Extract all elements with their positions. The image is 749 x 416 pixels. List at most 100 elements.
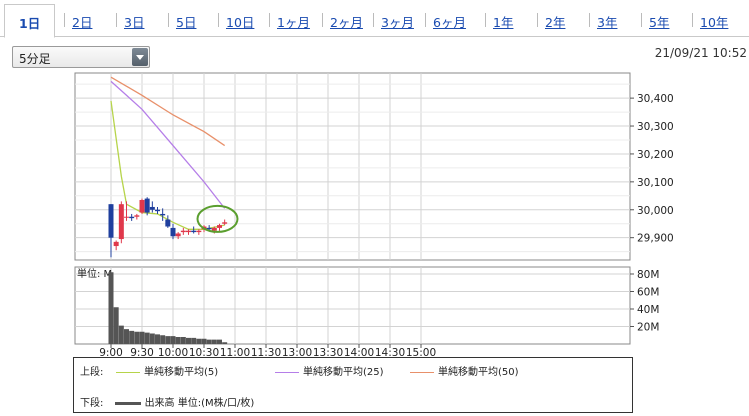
volume-bar xyxy=(186,337,191,344)
period-tab-bar: 1日 2日 3日 5日 10日 1ヶ月 2ヶ月 3ヶ月 6ヶ月 1年 2年 3年 5年 10年 xyxy=(0,0,749,38)
tab-separator xyxy=(692,13,693,27)
tab-label: 3年 xyxy=(597,15,618,30)
candle-body xyxy=(175,233,181,237)
volume-tick-label: 60M xyxy=(637,287,659,299)
tab-2[interactable]: 2日 xyxy=(72,12,92,31)
tab-11[interactable]: 2年 xyxy=(545,12,565,31)
candle-body xyxy=(201,226,207,230)
candle-body xyxy=(191,230,197,233)
tab-5[interactable]: 10日 xyxy=(226,12,254,31)
legend-label-volume: 出来高 単位:(M株/口/枚) xyxy=(144,398,255,409)
interval-select[interactable]: 5分足 xyxy=(12,46,150,68)
candle-body xyxy=(186,230,191,233)
candle-body xyxy=(134,215,140,217)
sma-line-1 xyxy=(110,100,225,230)
candle-body xyxy=(165,219,171,227)
tab-separator xyxy=(218,13,219,27)
candle-body xyxy=(170,227,176,237)
tab-label: 2日 xyxy=(72,15,93,30)
legend-item-sma5: 単純移動平均(5) xyxy=(116,363,218,378)
price-tick-label: 30,000 xyxy=(637,205,674,217)
legend-swatch-sma5 xyxy=(116,371,140,373)
volume-bar xyxy=(206,339,212,344)
tab-separator xyxy=(589,13,590,27)
candle-body xyxy=(206,227,212,230)
volume-bar xyxy=(165,336,171,344)
price-tick-label: 30,100 xyxy=(637,177,674,189)
interval-select-value: 5分足 xyxy=(19,52,51,66)
legend-lower-label: 下段: xyxy=(80,398,104,409)
tab-label: 10年 xyxy=(700,15,729,30)
volume-bar xyxy=(160,335,166,344)
tab-4[interactable]: 5日 xyxy=(176,12,196,31)
volume-unit-label: 単位: M xyxy=(77,267,112,280)
volume-bar xyxy=(113,307,119,344)
tab-separator xyxy=(485,13,486,27)
tab-label: 1ヶ月 xyxy=(277,15,310,30)
tab-1[interactable]: 1日 xyxy=(4,4,56,38)
tab-label: 5日 xyxy=(176,15,197,30)
chevron-down-icon[interactable] xyxy=(132,48,148,66)
candle-body xyxy=(139,199,145,213)
tab-10[interactable]: 1年 xyxy=(493,12,513,31)
tab-14[interactable]: 10年 xyxy=(700,12,728,31)
legend-swatch-sma25 xyxy=(275,371,299,373)
tab-8[interactable]: 3ヶ月 xyxy=(381,12,414,31)
tab-3[interactable]: 3日 xyxy=(124,12,144,31)
candle-body xyxy=(113,241,119,247)
candle-body xyxy=(217,225,222,228)
tab-12[interactable]: 3年 xyxy=(597,12,617,31)
volume-bar xyxy=(129,330,135,344)
highlight-circle xyxy=(196,204,239,233)
tab-separator xyxy=(322,13,323,27)
tab-label: 1年 xyxy=(493,15,514,30)
tab-label: 2年 xyxy=(545,15,566,30)
legend-item-sma50: 単純移動平均(50) xyxy=(410,363,519,378)
legend-item-sma25: 単純移動平均(25) xyxy=(275,363,384,378)
volume-tick-label: 40M xyxy=(637,304,659,316)
price-plot-frame xyxy=(74,72,631,261)
volume-bar xyxy=(217,339,222,344)
chart-legend: 上段: 単純移動平均(5) 単純移動平均(25) 単純移動平均(50) 下段: … xyxy=(73,357,633,413)
volume-bar xyxy=(155,334,160,344)
tab-7[interactable]: 2ヶ月 xyxy=(330,12,363,31)
tab-separator xyxy=(168,13,169,27)
tab-13[interactable]: 5年 xyxy=(649,12,669,31)
candle-body xyxy=(211,227,217,231)
timestamp: 21/09/21 10:52 xyxy=(654,46,747,60)
legend-swatch-volume xyxy=(114,401,141,405)
volume-bar xyxy=(196,338,202,344)
candle-body xyxy=(149,206,155,210)
legend-upper-label: 上段: xyxy=(80,367,104,378)
volume-tick-label: 80M xyxy=(637,269,659,281)
candle-body xyxy=(129,216,135,219)
volume-bar xyxy=(108,272,114,344)
volume-bar xyxy=(175,337,181,344)
volume-bar xyxy=(149,333,155,344)
legend-label-sma50: 単純移動平均(50) xyxy=(438,367,519,378)
tab-separator xyxy=(425,13,426,27)
candle-body xyxy=(118,204,124,240)
volume-bar xyxy=(144,332,150,344)
tab-label: 1日 xyxy=(19,16,41,31)
volume-bar xyxy=(201,338,207,344)
candle-body xyxy=(144,198,150,213)
sma-line-2 xyxy=(110,80,226,209)
tab-9[interactable]: 6ヶ月 xyxy=(433,12,466,31)
volume-bar xyxy=(170,336,176,344)
tab-6[interactable]: 1ヶ月 xyxy=(277,12,310,31)
tab-separator xyxy=(64,13,65,27)
candle-body xyxy=(124,216,129,218)
tab-separator xyxy=(537,13,538,27)
price-tick-label: 30,300 xyxy=(637,121,674,133)
tab-separator xyxy=(269,13,270,27)
legend-label-sma5: 単純移動平均(5) xyxy=(144,367,219,378)
sma-line-3 xyxy=(110,76,226,147)
tab-separator xyxy=(116,13,117,27)
legend-swatch-sma50 xyxy=(410,371,434,373)
volume-bar xyxy=(191,337,197,344)
candle-body xyxy=(155,209,160,212)
candle-body xyxy=(222,222,228,224)
legend-label-sma25: 単純移動平均(25) xyxy=(303,367,384,378)
volume-bar xyxy=(139,331,145,344)
